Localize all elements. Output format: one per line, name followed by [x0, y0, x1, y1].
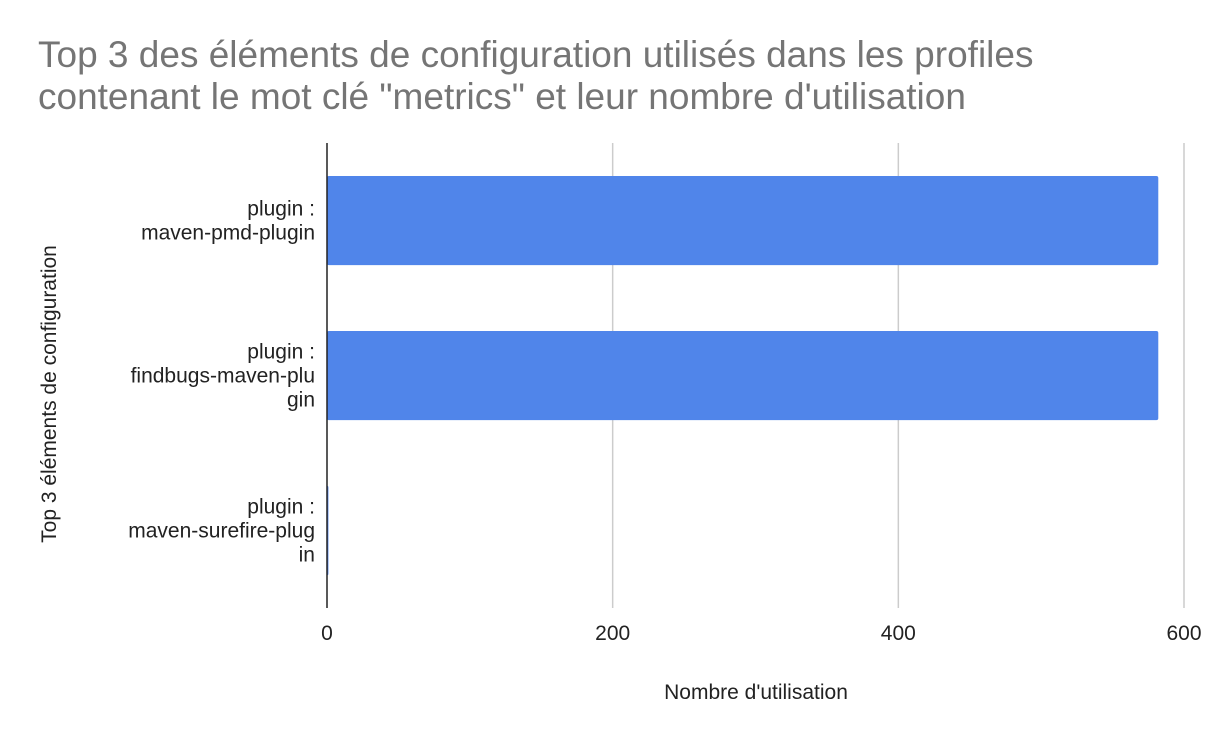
category-label-line: gin	[287, 389, 315, 412]
category-label-line: findbugs-maven-plu	[131, 365, 315, 388]
x-tick-labels: 0 200 400 600	[321, 622, 1201, 645]
chart-title: Top 3 des éléments de configuration util…	[38, 34, 1034, 117]
category-label-line: plugin :	[247, 341, 315, 364]
bar	[327, 175, 1159, 266]
category-label-line: in	[299, 544, 315, 567]
x-tick-label: 600	[1166, 622, 1201, 645]
category-label-line: maven-surefire-plug	[128, 520, 315, 543]
y-axis-title: Top 3 éléments de configuration	[38, 245, 61, 543]
category-label-line: maven-pmd-plugin	[141, 222, 315, 245]
x-tick-label: 400	[881, 622, 916, 645]
x-axis-title: Nombre d'utilisation	[664, 681, 848, 704]
category-label: plugin : maven-surefire-plug in	[128, 496, 315, 567]
bars	[327, 175, 1159, 576]
category-label: plugin : maven-pmd-plugin	[141, 198, 315, 245]
category-label-line: plugin :	[247, 496, 315, 519]
bar	[327, 330, 1159, 421]
category-label: plugin : findbugs-maven-plu gin	[131, 341, 315, 412]
x-tick-label: 0	[321, 622, 333, 645]
x-tick-label: 200	[595, 622, 630, 645]
category-label-line: plugin :	[247, 198, 315, 221]
